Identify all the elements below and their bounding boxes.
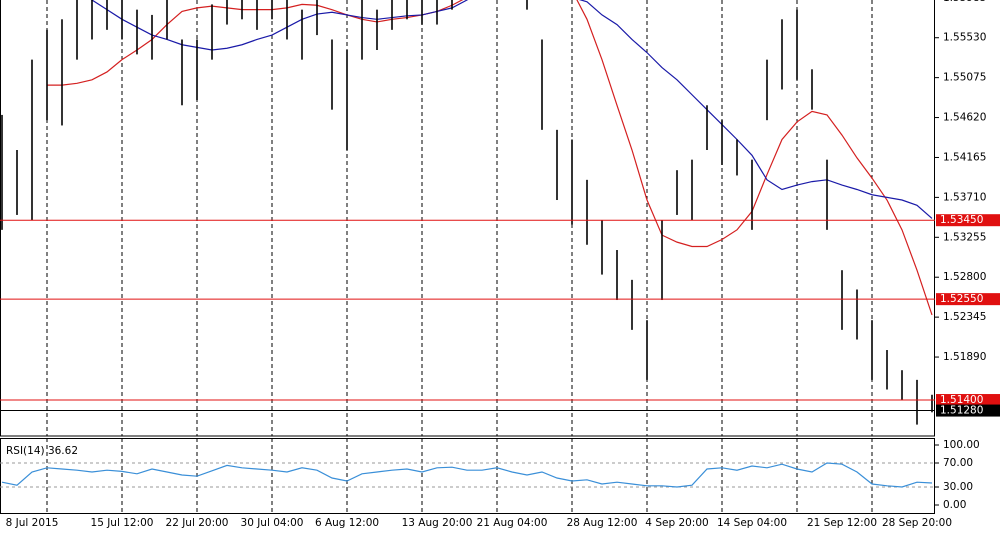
y-tick-label: 0.00 — [943, 499, 966, 511]
x-tick-label: 6 Aug 12:00 — [315, 517, 379, 529]
y-tick-label: 1.55075 — [943, 72, 986, 84]
rsi-line — [1, 462, 933, 488]
x-tick-label: 21 Aug 04:00 — [477, 517, 548, 529]
x-tick-label: 14 Sep 04:00 — [717, 517, 787, 529]
x-tick-label: 28 Sep 20:00 — [882, 517, 952, 529]
axes: 1.55985 1.55530 1.55075 1.54620 1.54165 1.537… — [6, 0, 1000, 529]
rsi-title: RSI(14) 36.62 — [6, 445, 78, 457]
price-level-label: 1.51280 — [940, 405, 983, 417]
x-tick-label: 22 Jul 20:00 — [166, 517, 229, 529]
x-tick-label: 13 Aug 20:00 — [402, 517, 473, 529]
x-tick-label: 15 Jul 12:00 — [91, 517, 154, 529]
y-tick-label: 1.52345 — [943, 311, 986, 323]
rsi-frame — [0, 438, 935, 514]
main-frame — [0, 0, 935, 437]
y-tick-label: 1.53255 — [943, 231, 986, 243]
y-tick-label: 1.54165 — [943, 151, 986, 163]
x-tick-label: 8 Jul 2015 — [6, 517, 59, 529]
y-tick-label: 1.54620 — [943, 112, 986, 124]
moving-average — [90, 0, 933, 219]
x-tick-label: 21 Sep 12:00 — [807, 517, 877, 529]
price-level-box — [936, 394, 1000, 407]
y-tick-label: 1.53710 — [943, 191, 986, 203]
rsi-plot — [0, 438, 935, 513]
y-tick-label: 70.00 — [943, 457, 973, 469]
price-level-box — [936, 214, 1000, 227]
x-tick-label: 30 Jul 04:00 — [241, 517, 304, 529]
price-level-box — [936, 404, 1000, 417]
y-tick-label: 1.55985 — [943, 0, 986, 4]
price-level-label: 1.51400 — [940, 394, 983, 406]
price-level-label: 1.52550 — [940, 293, 983, 305]
x-tick-label: 28 Aug 12:00 — [567, 517, 638, 529]
y-tick-label: 100.00 — [943, 439, 980, 451]
moving-average — [47, 0, 933, 316]
main-plot — [0, 0, 935, 436]
price-level-box — [936, 293, 1000, 306]
x-tick-label: 4 Sep 20:00 — [645, 517, 708, 529]
y-tick-label: 30.00 — [943, 481, 973, 493]
price-level-label: 1.53450 — [940, 214, 983, 226]
y-tick-label: 1.55530 — [943, 32, 986, 44]
y-tick-label: 1.52800 — [943, 271, 986, 283]
y-tick-label: 1.51890 — [943, 351, 986, 363]
